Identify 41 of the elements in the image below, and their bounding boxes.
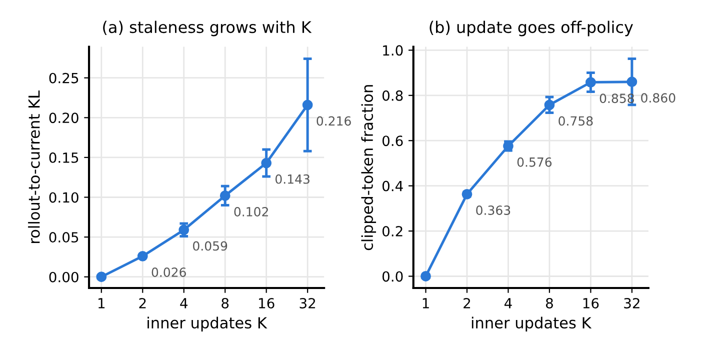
data-label: 0.216 <box>316 116 351 126</box>
data-label: 0.363 <box>476 206 510 215</box>
y-tick-label: 0.15 <box>49 152 78 163</box>
x-tick-label: 2 <box>464 298 470 308</box>
data-label: 0.143 <box>275 174 310 184</box>
data-label: 0.026 <box>152 267 186 277</box>
y-tick-label: 0.00 <box>49 272 78 282</box>
y-axis-title: clipped-token fraction <box>361 85 376 250</box>
x-tick-label: 8 <box>222 298 229 308</box>
chart-title: (b) update goes off-policy <box>430 20 633 36</box>
y-tick-label: 0.8 <box>382 90 403 101</box>
y-tick-label: 0.2 <box>382 226 402 237</box>
x-tick-label: 16 <box>259 298 274 308</box>
y-tick-label: 1.0 <box>383 45 403 56</box>
point <box>96 272 107 282</box>
data-label: 0.576 <box>517 157 552 167</box>
x-tick-label: 1 <box>98 298 105 308</box>
x-axis-title: inner updates K <box>472 316 592 332</box>
y-tick-label: 0.25 <box>49 72 78 84</box>
y-tick-label: 0.05 <box>49 232 78 243</box>
y-tick-label: 0.20 <box>49 112 78 124</box>
x-axis-title: inner updates K <box>148 316 268 332</box>
x-tick-label: 8 <box>546 298 553 308</box>
point <box>420 271 431 282</box>
y-tick-label: 0.0 <box>382 271 403 282</box>
chart-title: (a) staleness grows with K <box>103 20 312 36</box>
y-tick-label: 0.4 <box>382 180 403 192</box>
data-label: 0.102 <box>234 206 268 216</box>
y-tick-label: 0.6 <box>382 136 403 146</box>
x-tick-label: 1 <box>422 298 429 308</box>
x-tick-label: 4 <box>504 298 512 308</box>
x-tick-label: 4 <box>180 298 188 308</box>
x-tick-label: 32 <box>300 298 316 308</box>
data-label: 0.860 <box>641 93 676 103</box>
x-tick-label: 32 <box>624 298 640 308</box>
data-label: 0.059 <box>193 241 228 251</box>
x-tick-label: 2 <box>139 298 146 308</box>
data-label: 0.758 <box>558 116 593 126</box>
y-axis-title: rollout-to-current KL <box>28 90 40 243</box>
y-tick-label: 0.10 <box>49 192 78 203</box>
x-tick-label: 16 <box>583 298 599 308</box>
